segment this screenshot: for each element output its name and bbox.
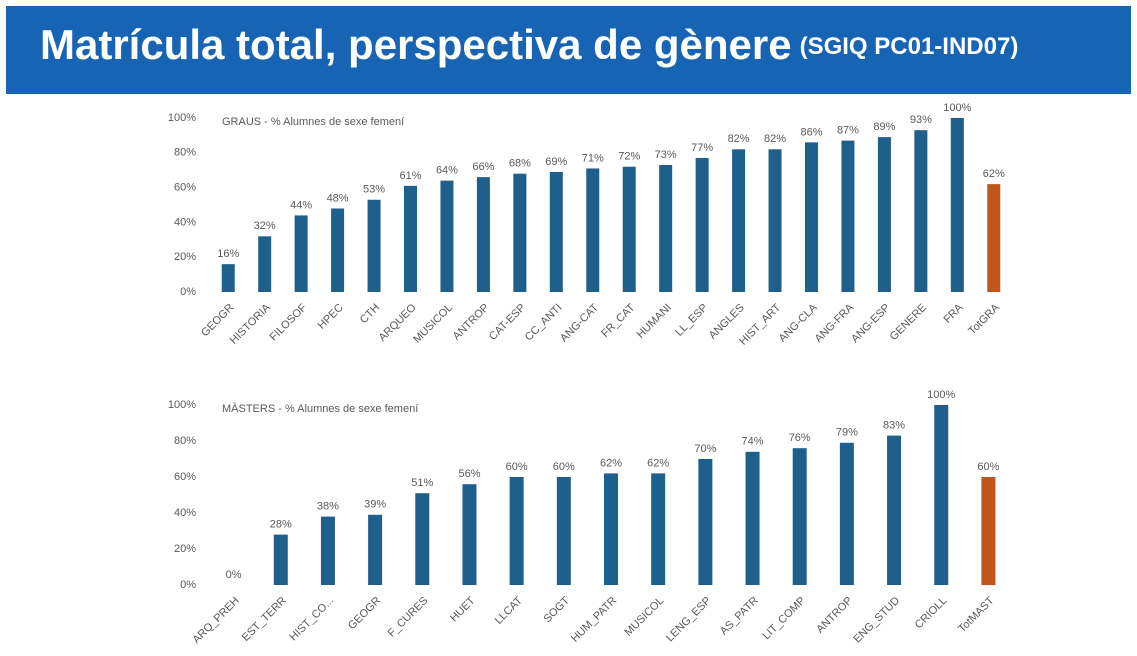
y-tick-label: 0% bbox=[180, 579, 196, 591]
y-tick-label: 60% bbox=[174, 182, 196, 194]
data-label: 70% bbox=[694, 443, 716, 455]
data-label: 16% bbox=[217, 248, 239, 260]
data-label: 62% bbox=[600, 457, 622, 469]
y-tick-label: 0% bbox=[180, 286, 196, 298]
data-label: 79% bbox=[836, 427, 858, 439]
bar bbox=[513, 173, 527, 292]
bar bbox=[887, 435, 902, 585]
slide-title: Matrícula total, perspectiva de gènere (S… bbox=[40, 21, 1018, 68]
bar bbox=[320, 516, 335, 585]
bar bbox=[950, 118, 964, 292]
bar bbox=[768, 149, 782, 292]
bar bbox=[877, 137, 891, 292]
title-text: Matrícula total, perspectiva de gènere bbox=[40, 21, 792, 68]
data-label: 60% bbox=[553, 461, 575, 473]
bar bbox=[622, 166, 636, 292]
y-tick-label: 20% bbox=[174, 543, 196, 555]
bar bbox=[586, 168, 600, 292]
bar bbox=[745, 451, 760, 585]
data-label: 44% bbox=[290, 199, 312, 211]
bar bbox=[651, 473, 666, 585]
y-tick-label: 40% bbox=[174, 507, 196, 519]
bar bbox=[805, 142, 818, 292]
y-tick-label: 60% bbox=[174, 471, 196, 483]
bar bbox=[368, 514, 383, 585]
data-label: 68% bbox=[509, 158, 531, 170]
bar bbox=[549, 171, 563, 292]
bar bbox=[258, 236, 272, 292]
bar bbox=[462, 484, 477, 585]
y-tick-label: 100% bbox=[168, 399, 196, 411]
data-label: 64% bbox=[436, 165, 458, 177]
data-label: 32% bbox=[254, 220, 276, 232]
data-label: 83% bbox=[883, 420, 905, 432]
y-tick-label: 80% bbox=[174, 147, 196, 159]
data-label: 86% bbox=[800, 126, 822, 138]
data-label: 76% bbox=[789, 432, 811, 444]
y-tick-label: 20% bbox=[174, 251, 196, 263]
bar bbox=[404, 185, 417, 292]
data-label: 93% bbox=[910, 114, 932, 126]
bar bbox=[839, 442, 854, 585]
data-label: 66% bbox=[472, 161, 494, 173]
data-label: 71% bbox=[582, 152, 604, 164]
data-label: 60% bbox=[977, 461, 999, 473]
bar bbox=[792, 448, 807, 585]
data-label: 73% bbox=[655, 149, 677, 161]
data-label: 89% bbox=[873, 121, 895, 133]
bar bbox=[294, 215, 308, 292]
data-label: 72% bbox=[618, 151, 640, 163]
bar bbox=[221, 264, 235, 292]
y-tick-label: 40% bbox=[174, 216, 196, 228]
bar bbox=[659, 164, 673, 292]
bar bbox=[509, 477, 524, 585]
data-label: 77% bbox=[691, 142, 713, 154]
data-label: 28% bbox=[270, 519, 292, 531]
data-label: 51% bbox=[411, 477, 433, 489]
data-label: 62% bbox=[647, 457, 669, 469]
bar bbox=[981, 477, 996, 585]
data-label: 48% bbox=[327, 192, 349, 204]
y-tick-label: 80% bbox=[174, 435, 196, 447]
bar bbox=[604, 473, 618, 585]
title-code: (SGIQ PC01-IND07) bbox=[800, 33, 1019, 60]
data-label: 74% bbox=[742, 436, 764, 448]
chart-title: MÀSTERS - % Alumnes de sexe femení bbox=[222, 402, 418, 415]
header-band bbox=[6, 6, 1131, 94]
bar bbox=[732, 149, 746, 292]
bar bbox=[987, 184, 1001, 292]
data-label: 0% bbox=[226, 569, 242, 581]
data-label: 56% bbox=[458, 468, 480, 480]
bar bbox=[476, 177, 490, 292]
data-label: 69% bbox=[545, 156, 567, 168]
bar bbox=[331, 208, 345, 292]
data-label: 62% bbox=[983, 168, 1005, 180]
data-label: 82% bbox=[728, 133, 750, 145]
chart-title: GRAUS - % Alumnes de sexe femení bbox=[222, 116, 404, 128]
bar bbox=[367, 199, 381, 292]
bar bbox=[841, 140, 855, 292]
data-label: 39% bbox=[364, 499, 386, 511]
data-label: 53% bbox=[363, 184, 385, 196]
bar bbox=[415, 493, 430, 585]
data-label: 38% bbox=[317, 501, 339, 513]
data-label: 100% bbox=[927, 389, 955, 401]
data-label: 61% bbox=[399, 170, 421, 182]
bar bbox=[914, 130, 928, 292]
data-label: 100% bbox=[943, 102, 971, 114]
data-label: 60% bbox=[506, 461, 528, 473]
bar bbox=[698, 459, 713, 585]
bar bbox=[934, 405, 949, 585]
data-label: 87% bbox=[837, 125, 859, 137]
bar bbox=[440, 180, 454, 292]
data-label: 82% bbox=[764, 133, 786, 145]
bar bbox=[273, 534, 288, 585]
bar bbox=[695, 158, 709, 292]
bar bbox=[556, 477, 571, 585]
y-tick-label: 100% bbox=[168, 112, 196, 124]
